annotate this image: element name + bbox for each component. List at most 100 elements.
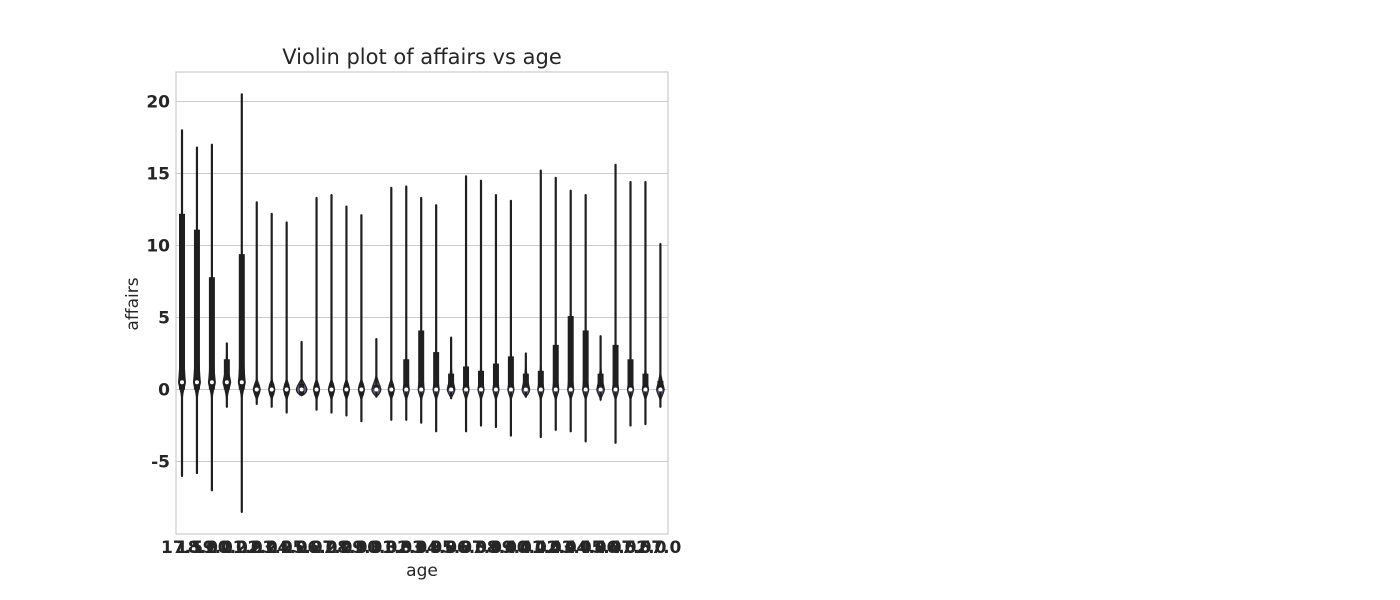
- violin-iqr-box: [238, 254, 245, 390]
- x-tick-label: 35.0: [430, 538, 472, 558]
- violin-median-dot: [613, 387, 618, 392]
- x-tick-label: 52.0: [624, 538, 666, 558]
- violin-iqr-box: [193, 229, 200, 390]
- violin: [462, 175, 470, 433]
- y-tick-label: 5: [158, 309, 170, 329]
- violin: [237, 93, 246, 513]
- violin-median-dot: [553, 387, 558, 392]
- violin: [521, 352, 531, 398]
- violin: [283, 221, 291, 414]
- y-tick-label: 15: [146, 165, 170, 185]
- violin-median-dot: [194, 380, 199, 385]
- x-tick-label: 42.0: [535, 538, 577, 558]
- violin-median-dot: [224, 380, 229, 385]
- violin: [192, 146, 201, 475]
- violin: [268, 212, 276, 408]
- violin-median-dot: [374, 387, 379, 392]
- x-tick-label: 21.0: [221, 538, 263, 558]
- violin: [582, 194, 590, 443]
- violin-iqr-box: [208, 277, 215, 390]
- x-tick-label: 43.0: [550, 538, 592, 558]
- violin-median-dot: [538, 387, 543, 392]
- violin-iqr-box: [612, 344, 619, 390]
- y-tick-label: 20: [146, 93, 170, 113]
- violin-iqr-box: [537, 370, 544, 390]
- violin-median-dot: [628, 387, 633, 392]
- x-tick-label: 29.0: [340, 538, 382, 558]
- violin-iqr-box: [478, 370, 484, 390]
- violin-median-dot: [404, 387, 409, 392]
- violin: [207, 143, 216, 492]
- violin: [432, 204, 440, 433]
- violin: [327, 194, 336, 414]
- violin: [312, 196, 321, 411]
- violin-iqr-box: [627, 359, 634, 390]
- y-tick-label: 10: [146, 237, 170, 257]
- x-tick-label: 24.0: [266, 538, 308, 558]
- violin-median-dot: [568, 387, 573, 392]
- x-tick-label: 36.0: [445, 538, 487, 558]
- x-tick-label: 27.0: [311, 538, 353, 558]
- x-tick-label: 18.0: [176, 538, 218, 558]
- x-tick-label: 19.0: [191, 538, 233, 558]
- y-axis-label: affairs: [123, 277, 143, 330]
- violin: [387, 186, 395, 421]
- x-tick-label: 22.0: [236, 538, 278, 558]
- violin-median-dot: [299, 387, 304, 392]
- x-tick-label: 40.0: [505, 538, 547, 558]
- violin-median-dot: [658, 387, 663, 392]
- x-tick-label: 46.0: [595, 538, 637, 558]
- violin-iqr-box: [433, 352, 440, 390]
- violin-iqr-box: [567, 316, 574, 390]
- violin: [656, 242, 665, 408]
- violin: [611, 163, 620, 444]
- violin: [446, 336, 456, 400]
- violin: [178, 129, 186, 477]
- y-tick-labels: -5 0 5 10 15 20: [146, 93, 170, 473]
- violin-iqr-box: [522, 373, 529, 390]
- x-tick-label: 33.0: [400, 538, 442, 558]
- x-tick-label: 26.0: [296, 538, 338, 558]
- violin-median-dot: [344, 387, 349, 392]
- violin: [492, 194, 500, 429]
- violin-median-dot: [583, 387, 588, 392]
- violin-median-dot: [209, 380, 214, 385]
- violin: [477, 179, 485, 427]
- violin-median-dot: [269, 387, 274, 392]
- violins: [178, 93, 665, 513]
- violin: [342, 205, 351, 417]
- chart-title: Violin plot of affairs vs age: [282, 45, 562, 69]
- plot-frame: [175, 71, 669, 535]
- violin-median-dot: [239, 380, 244, 385]
- x-axis-label: age: [406, 561, 438, 581]
- violin-iqr-box: [552, 344, 559, 390]
- violin: [596, 335, 605, 402]
- y-tick-label: 0: [158, 381, 170, 401]
- violin-median-dot: [419, 387, 424, 392]
- violin-iqr-box: [492, 363, 499, 390]
- violin-median-dot: [180, 380, 184, 385]
- violin-iqr-box: [373, 385, 380, 390]
- x-tick-label: 57.0: [639, 538, 681, 558]
- violin: [252, 201, 261, 405]
- violin: [641, 181, 650, 426]
- violin: [417, 196, 425, 424]
- violin: [507, 199, 515, 437]
- x-tick-label: 44.0: [565, 538, 607, 558]
- violin-median-dot: [284, 387, 289, 392]
- violin: [626, 181, 635, 427]
- violin-median-dot: [389, 387, 394, 392]
- x-tick-label: 32.0: [385, 538, 427, 558]
- violin: [402, 185, 410, 421]
- x-tick-label: 20.0: [206, 538, 248, 558]
- violin-median-dot: [434, 387, 439, 392]
- violin-iqr-box: [463, 366, 470, 390]
- violin: [567, 189, 575, 433]
- x-tick-label: 38.0: [475, 538, 517, 558]
- x-tick-label: 47.0: [610, 538, 652, 558]
- x-tick-label: 23.0: [251, 538, 293, 558]
- violin-median-dot: [598, 387, 603, 392]
- x-tick-label: 39.0: [490, 538, 532, 558]
- violin-iqr-box: [642, 373, 649, 390]
- x-tick-label: 17.5: [161, 538, 203, 558]
